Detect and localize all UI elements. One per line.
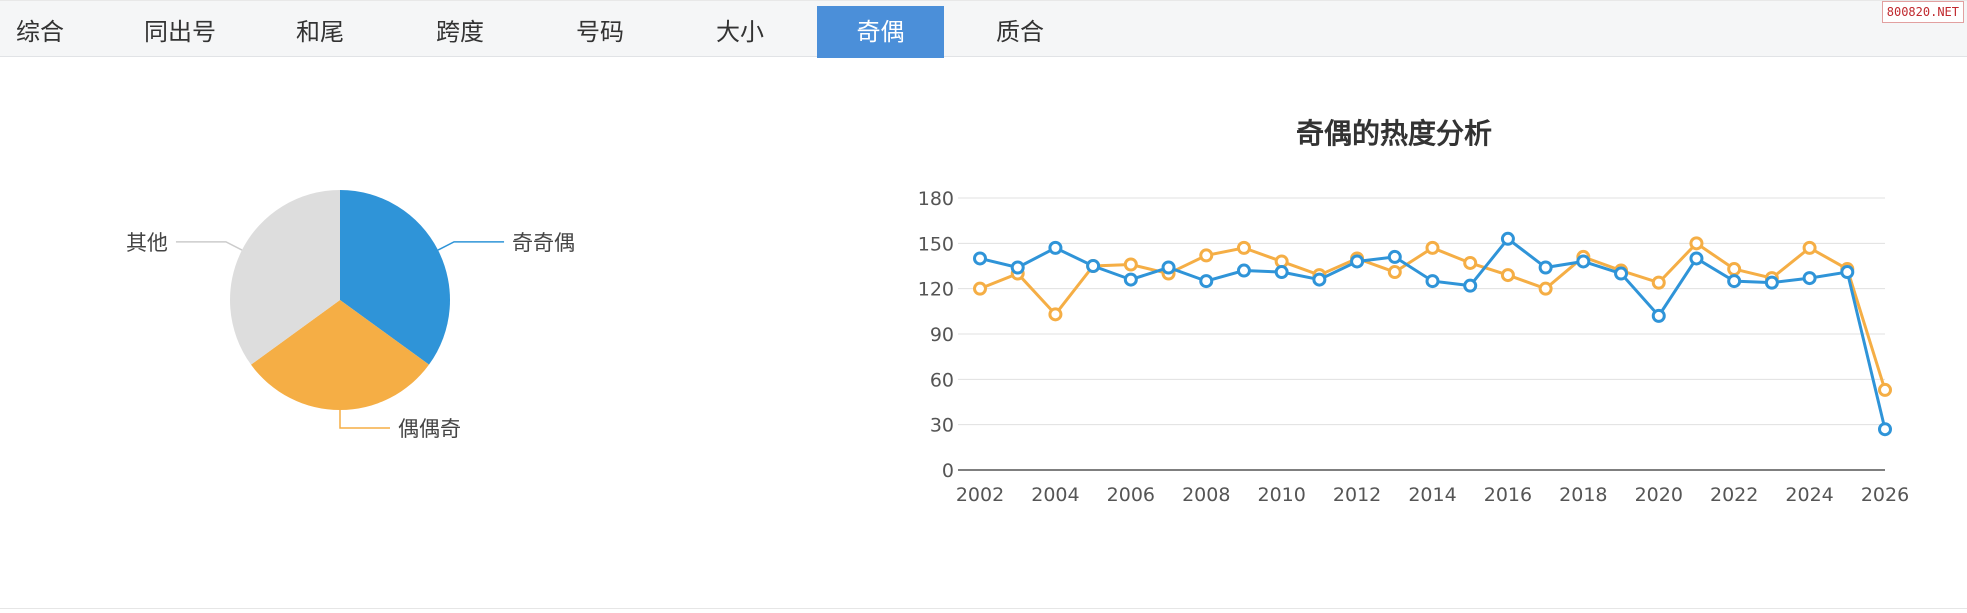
x-tick-label: 2012 xyxy=(1333,484,1381,506)
pie-slice xyxy=(340,190,451,365)
x-tick-label: 2024 xyxy=(1785,484,1833,506)
line-chart: 奇偶的热度分析 0 30 60 90 120 150 180 2002 2004 2006 200… xyxy=(918,117,1909,506)
data-point xyxy=(1764,275,1779,290)
data-point xyxy=(1614,266,1629,281)
pie-slice xyxy=(251,300,429,410)
data-point xyxy=(1086,259,1101,273)
data-point xyxy=(1312,272,1327,287)
data-point xyxy=(1199,274,1214,289)
data-point xyxy=(1651,275,1666,290)
y-tick-label: 60 xyxy=(930,369,954,391)
data-point xyxy=(973,251,987,266)
pie-label-line xyxy=(339,410,390,429)
site-watermark: 800820.NET xyxy=(1881,1,1964,23)
x-tick-label: 2016 xyxy=(1484,484,1532,506)
data-point xyxy=(1802,271,1817,286)
data-point xyxy=(1425,240,1440,255)
y-tick-label: 150 xyxy=(918,233,954,255)
tab-kuadu[interactable]: 跨度 xyxy=(436,18,484,46)
tab-zhihe[interactable]: 质合 xyxy=(996,18,1044,46)
series-line xyxy=(979,241,1887,391)
tab-tongchuhao[interactable]: 同出号 xyxy=(144,18,216,46)
chart-title: 奇偶的热度分析 xyxy=(1296,117,1492,150)
x-tick-label: 2004 xyxy=(1031,484,1079,506)
data-point xyxy=(1689,251,1704,266)
x-tick-label: 2014 xyxy=(1408,484,1456,506)
data-point xyxy=(1727,274,1742,289)
data-point xyxy=(1010,260,1025,275)
data-point xyxy=(1236,240,1251,255)
data-point xyxy=(1387,249,1402,264)
data-point xyxy=(1727,262,1742,277)
data-point xyxy=(1123,272,1138,287)
tab-jiou[interactable]: 奇偶 xyxy=(817,6,944,58)
data-point xyxy=(1048,240,1063,255)
data-point xyxy=(1274,265,1289,280)
y-tick-label: 30 xyxy=(930,415,954,437)
data-point xyxy=(1689,236,1704,251)
data-point xyxy=(1350,254,1365,269)
bottom-divider xyxy=(0,608,1967,609)
data-point xyxy=(1123,257,1138,272)
x-tick-label: 2026 xyxy=(1861,484,1909,506)
data-point xyxy=(1463,278,1478,293)
data-point xyxy=(1500,231,1515,246)
data-point xyxy=(1878,382,1892,397)
data-point xyxy=(1500,268,1515,283)
data-point xyxy=(1576,254,1591,269)
data-point xyxy=(1463,255,1478,270)
data-point xyxy=(1387,265,1402,280)
y-tick-label: 90 xyxy=(930,324,954,346)
pie-label-line xyxy=(175,241,243,251)
pie-label-line xyxy=(437,241,505,251)
x-tick-label: 2010 xyxy=(1257,484,1305,506)
x-tick-label: 2018 xyxy=(1559,484,1607,506)
data-point xyxy=(1651,308,1666,323)
data-point xyxy=(973,281,987,296)
x-tick-label: 2008 xyxy=(1182,484,1230,506)
data-point xyxy=(1878,422,1892,437)
x-tick-label: 2002 xyxy=(956,484,1004,506)
pie-label: 偶偶奇 xyxy=(398,417,461,441)
x-tick-label: 2020 xyxy=(1635,484,1683,506)
y-tick-label: 120 xyxy=(918,279,954,301)
tab-daxiao[interactable]: 大小 xyxy=(716,18,764,46)
data-point xyxy=(1236,263,1251,278)
data-point xyxy=(1199,248,1214,263)
data-point xyxy=(1840,265,1855,280)
tab-hewei[interactable]: 和尾 xyxy=(296,18,344,46)
data-point xyxy=(1538,260,1553,275)
data-point xyxy=(1161,260,1176,275)
pie-slice xyxy=(230,190,340,365)
data-point xyxy=(1538,281,1553,296)
x-tick-label: 2006 xyxy=(1107,484,1155,506)
tab-haoma[interactable]: 号码 xyxy=(576,18,624,46)
y-tick-label: 0 xyxy=(942,460,954,482)
data-point xyxy=(1425,274,1440,289)
pie-label: 其他 xyxy=(126,231,168,255)
data-point xyxy=(1048,307,1063,322)
tab-bar: 综合 同出号 和尾 跨度 号码 大小 奇偶 质合 xyxy=(0,0,1967,58)
data-point xyxy=(1802,240,1817,255)
x-tick-label: 2022 xyxy=(1710,484,1758,506)
y-tick-label: 180 xyxy=(918,188,954,210)
pie-label: 奇奇偶 xyxy=(512,231,575,255)
tab-zonghe[interactable]: 综合 xyxy=(16,18,64,46)
